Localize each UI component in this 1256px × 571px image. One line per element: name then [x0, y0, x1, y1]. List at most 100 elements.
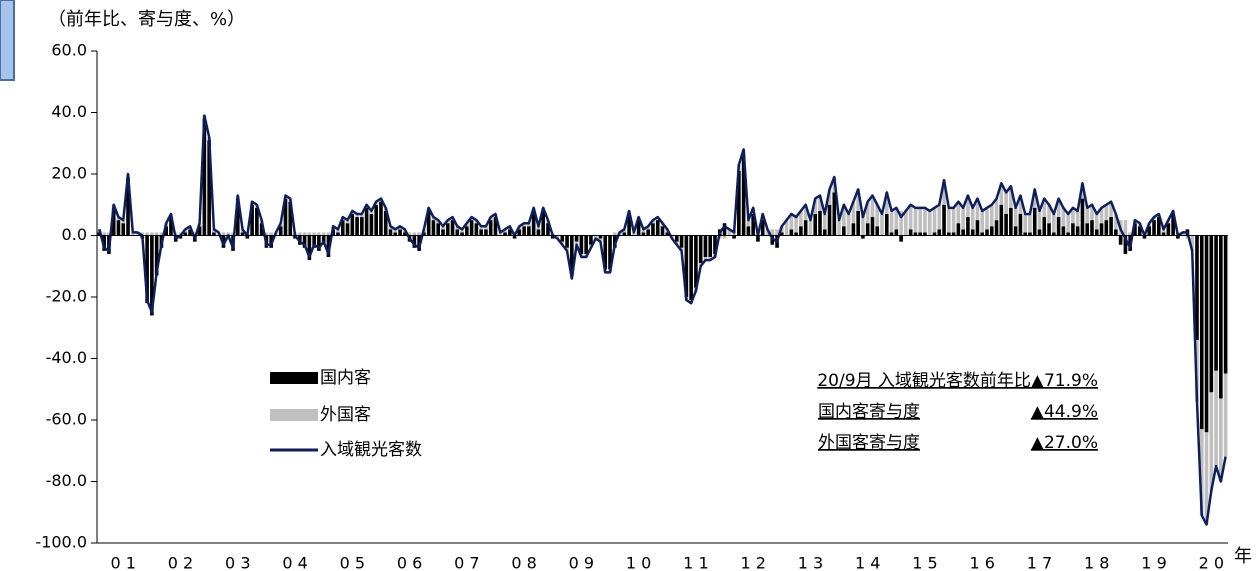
- bar: [336, 232, 340, 236]
- bar: [1219, 398, 1223, 482]
- y-tick-label: 40.0: [51, 102, 87, 121]
- bar: [994, 198, 999, 221]
- bar: [1047, 223, 1051, 236]
- bar: [899, 210, 903, 236]
- x-tick-label: 0 3: [225, 554, 250, 571]
- bar: [732, 235, 736, 239]
- bar: [1061, 226, 1066, 236]
- bar: [550, 235, 555, 239]
- bar: [665, 232, 670, 236]
- x-tick-label: 0 9: [569, 554, 594, 571]
- bar: [789, 213, 794, 230]
- bar: [1114, 213, 1118, 230]
- x-tick-label: 0 2: [168, 554, 193, 571]
- annotation: ▲27.0%: [1031, 433, 1098, 453]
- bar: [632, 232, 636, 236]
- annotation: ▲44.9%: [1031, 402, 1098, 422]
- bar: [455, 229, 460, 236]
- bar: [426, 210, 431, 236]
- bar: [908, 204, 913, 230]
- bar: [207, 140, 211, 236]
- bar: [641, 229, 646, 233]
- bar: [307, 232, 312, 236]
- bar: [856, 189, 860, 211]
- x-tick-label: 1 0: [626, 554, 651, 571]
- bar: [250, 204, 254, 236]
- bar: [1199, 235, 1204, 430]
- bar: [966, 217, 970, 236]
- bar: [565, 235, 569, 248]
- bar: [1037, 229, 1042, 236]
- bar: [918, 232, 923, 236]
- bar: [488, 220, 493, 236]
- bar: [412, 232, 417, 236]
- bar: [994, 220, 999, 236]
- bar: [789, 229, 794, 236]
- bar: [527, 223, 531, 227]
- x-tick-label: 1 3: [798, 554, 823, 571]
- y-tick-label: 20.0: [51, 164, 87, 183]
- bar: [794, 232, 798, 236]
- bar: [283, 198, 288, 236]
- bar: [240, 232, 245, 236]
- bar: [460, 232, 464, 236]
- bar: [536, 226, 541, 230]
- x-tick-label: 2 0: [1199, 554, 1224, 571]
- bar: [646, 229, 650, 236]
- bar: [1052, 232, 1056, 236]
- bar: [832, 192, 837, 236]
- bar: [1009, 207, 1013, 236]
- bar: [1161, 229, 1166, 233]
- bar: [899, 235, 903, 242]
- bar: [107, 232, 111, 236]
- bar: [966, 195, 970, 218]
- bar: [1204, 235, 1209, 433]
- bar: [345, 220, 350, 224]
- bar: [779, 232, 784, 236]
- bar: [1018, 195, 1023, 214]
- bar: [1047, 204, 1051, 224]
- bar: [541, 210, 546, 236]
- bar: [675, 235, 679, 242]
- bar: [794, 217, 798, 233]
- bar: [751, 213, 755, 236]
- bar: [741, 155, 746, 236]
- bar: [975, 220, 980, 236]
- bar: [827, 204, 832, 236]
- bar: [441, 229, 445, 236]
- x-tick-label: 1 8: [1084, 554, 1109, 571]
- bar: [1094, 213, 1099, 230]
- bar: [894, 229, 899, 236]
- bar: [360, 213, 364, 218]
- bar: [803, 220, 808, 236]
- bar: [999, 183, 1004, 205]
- bar: [822, 213, 827, 230]
- bar: [1061, 207, 1066, 227]
- bar: [121, 220, 126, 224]
- bar: [1104, 220, 1109, 236]
- bar: [880, 213, 884, 236]
- bar: [135, 232, 140, 236]
- bar: [145, 235, 149, 304]
- bar: [708, 257, 713, 261]
- x-tick-label: 1 5: [912, 554, 937, 571]
- bar: [698, 235, 703, 264]
- bar: [598, 238, 603, 242]
- bar: [1214, 370, 1218, 467]
- x-tick-label: 0 6: [397, 554, 422, 571]
- bar: [1023, 232, 1027, 236]
- bar: [803, 204, 808, 221]
- bar: [813, 198, 818, 214]
- x-axis-label: 年: [1234, 546, 1252, 567]
- x-tick-label: 0 8: [511, 554, 536, 571]
- bar: [1023, 213, 1027, 233]
- bar: [402, 232, 407, 236]
- bar: [479, 229, 483, 236]
- bar: [818, 195, 822, 211]
- bar: [1052, 213, 1056, 233]
- bar: [1085, 207, 1090, 224]
- bar: [102, 232, 106, 236]
- bar: [1114, 229, 1118, 236]
- bar: [822, 229, 827, 236]
- bar: [1028, 232, 1032, 236]
